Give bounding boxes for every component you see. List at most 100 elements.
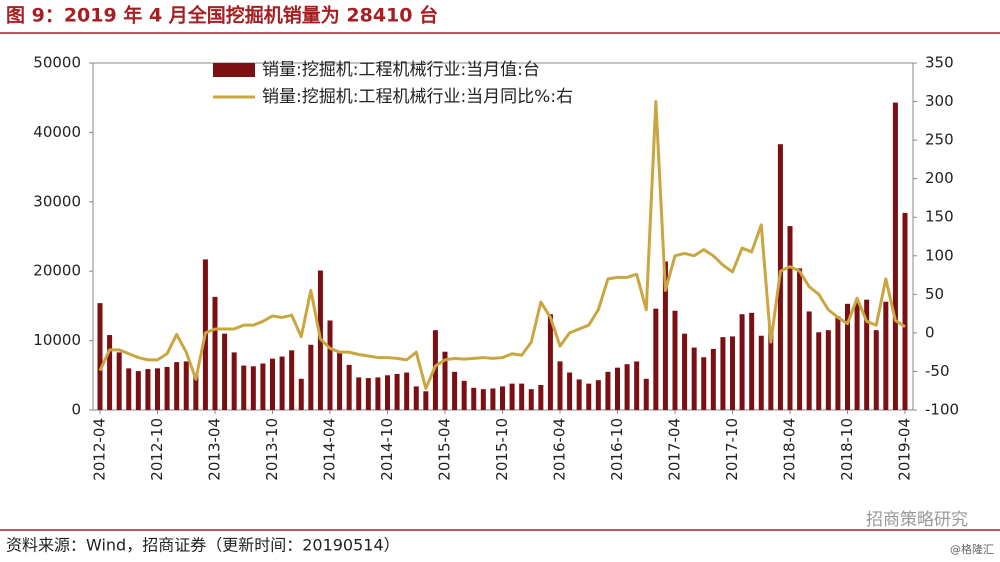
bar	[461, 380, 467, 410]
bar	[279, 356, 285, 410]
x-tick-label: 2012-04	[91, 418, 109, 481]
x-tick-label: 2014-10	[378, 418, 396, 481]
bar	[442, 351, 448, 410]
bar	[739, 314, 745, 410]
x-tick-label: 2017-04	[666, 418, 684, 481]
bar	[576, 379, 582, 410]
bar	[270, 358, 275, 410]
y2-tick-label: 100	[925, 246, 954, 264]
bar	[452, 371, 458, 410]
y2-tick-label: 50	[925, 285, 944, 303]
bar	[164, 366, 170, 410]
bar	[432, 330, 438, 410]
bar	[873, 330, 879, 410]
legend-swatch	[213, 63, 255, 77]
bar	[107, 335, 113, 410]
bar	[528, 389, 534, 410]
bar	[260, 363, 266, 410]
y2-tick-label: 200	[925, 169, 954, 187]
bar	[835, 316, 841, 410]
legend-label: 销量:挖掘机:工程机械行业:当月值:台	[262, 60, 540, 80]
bar	[797, 268, 803, 410]
bar	[356, 377, 362, 410]
x-tick-label: 2013-10	[263, 418, 281, 481]
bar	[557, 361, 563, 410]
x-tick-label: 2013-04	[206, 418, 224, 481]
bar	[490, 388, 496, 410]
bar	[212, 296, 218, 410]
bar	[567, 372, 573, 410]
y2-tick-label: 150	[925, 208, 954, 226]
bar	[758, 335, 764, 410]
y-tick-label: 10000	[33, 331, 81, 349]
bar	[749, 312, 755, 410]
bar	[634, 361, 640, 410]
bar	[126, 368, 132, 410]
bar	[250, 366, 256, 410]
bar	[730, 336, 735, 410]
y2-tick-label: 0	[925, 323, 935, 341]
bar	[643, 378, 649, 410]
bar	[193, 375, 199, 410]
y-tick-label: 0	[71, 401, 81, 419]
bar	[365, 378, 371, 410]
line	[98, 100, 906, 390]
bar	[672, 310, 678, 410]
bar	[653, 308, 659, 410]
bar	[289, 350, 295, 410]
bar	[308, 344, 314, 410]
bar	[116, 352, 122, 410]
bar	[538, 385, 544, 410]
bar	[662, 261, 668, 410]
bar	[624, 364, 630, 410]
bar	[816, 332, 822, 410]
x-tick-label: 2019-04	[896, 418, 914, 481]
bar	[471, 387, 477, 410]
bar	[787, 226, 793, 410]
bar	[825, 330, 831, 410]
bar	[845, 303, 850, 410]
bar	[385, 375, 390, 410]
bar	[854, 301, 860, 410]
bar	[174, 362, 180, 410]
bar	[97, 303, 103, 410]
credit: @格隆汇	[950, 542, 994, 556]
x-tick-label: 2018-10	[838, 418, 856, 481]
bar	[595, 380, 601, 410]
bar	[298, 378, 304, 410]
bar	[480, 389, 486, 410]
x-tick-label: 2015-10	[493, 418, 511, 481]
bar	[423, 391, 429, 410]
bar	[768, 327, 774, 410]
bar	[519, 383, 525, 410]
bar	[547, 314, 553, 410]
bar	[145, 369, 151, 410]
bar	[135, 371, 141, 410]
x-tick-label: 2014-04	[321, 418, 339, 481]
bar	[586, 383, 592, 410]
y2-tick-label: 350	[925, 54, 954, 72]
y2-tick-label: -100	[925, 401, 959, 419]
bar	[222, 333, 228, 410]
bar	[720, 337, 726, 410]
bar	[327, 320, 333, 410]
y2-tick-label: -50	[925, 362, 950, 380]
bar	[892, 102, 898, 411]
bar	[346, 364, 352, 410]
y2-tick-label: 250	[925, 131, 954, 149]
bar	[615, 367, 620, 410]
bar	[902, 212, 908, 410]
bar	[183, 361, 189, 410]
y-tick-label: 50000	[33, 54, 81, 72]
bar	[500, 386, 505, 410]
x-tick-label: 2017-10	[723, 418, 741, 481]
bar	[806, 311, 812, 410]
bar	[682, 333, 688, 410]
bar	[605, 371, 611, 410]
bar	[509, 383, 515, 410]
y-tick-label: 40000	[33, 123, 81, 141]
bar	[404, 372, 410, 410]
bar	[710, 348, 716, 410]
bar	[883, 301, 889, 410]
